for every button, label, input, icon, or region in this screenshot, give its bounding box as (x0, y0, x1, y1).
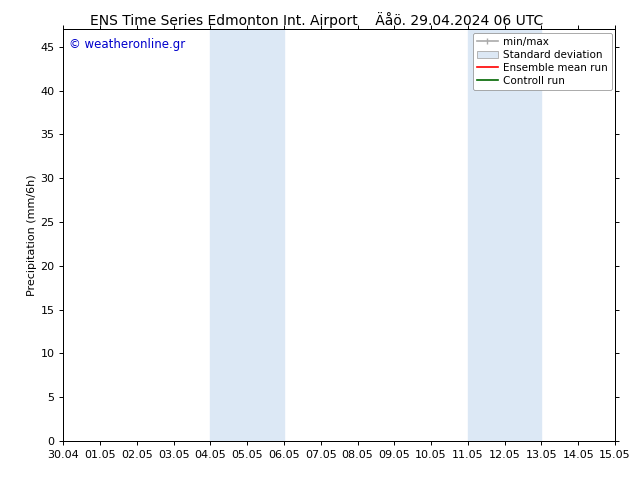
Legend: min/max, Standard deviation, Ensemble mean run, Controll run: min/max, Standard deviation, Ensemble me… (473, 32, 612, 90)
Text: © weatheronline.gr: © weatheronline.gr (69, 38, 185, 50)
Bar (468, 29, 541, 441)
Text: ENS Time Series Edmonton Int. Airport    Äåö. 29.04.2024 06 UTC: ENS Time Series Edmonton Int. Airport Äå… (91, 12, 543, 28)
Y-axis label: Precipitation (mm/6h): Precipitation (mm/6h) (27, 174, 37, 296)
Bar (210, 29, 284, 441)
